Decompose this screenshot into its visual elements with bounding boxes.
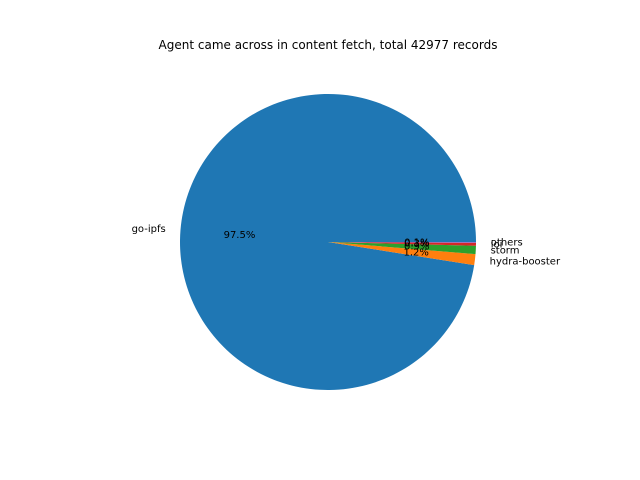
pie-slices [180,93,477,390]
pie-slice-storm [328,242,476,255]
slice-label-go-ipfs: go-ipfs [132,224,166,235]
slice-label-ioi: ioi [491,240,503,251]
slice-percent-storm: 0.9% [404,242,429,253]
chart-title: Agent came across in content fetch, tota… [159,38,498,52]
pie-slice-others [328,242,476,243]
pie-slice-go-ipfs [180,93,477,390]
slice-label-storm: storm [491,246,520,257]
pie-slice-ioi [328,242,476,246]
pie-labels: go-ipfs 97.5% hydra-booster 1.2% storm 0.9% io… [132,224,561,267]
slice-percent-others: 0.1% [404,237,429,248]
slice-percent-hydra-booster: 1.2% [403,248,428,259]
slice-label-hydra-booster: hydra-booster [490,256,561,267]
pie-slice-hydra-booster [328,242,476,266]
slice-percent-ioi: 0.3% [404,238,429,249]
slice-percent-go-ipfs: 97.5% [224,230,256,241]
slice-label-others: others [491,238,523,249]
